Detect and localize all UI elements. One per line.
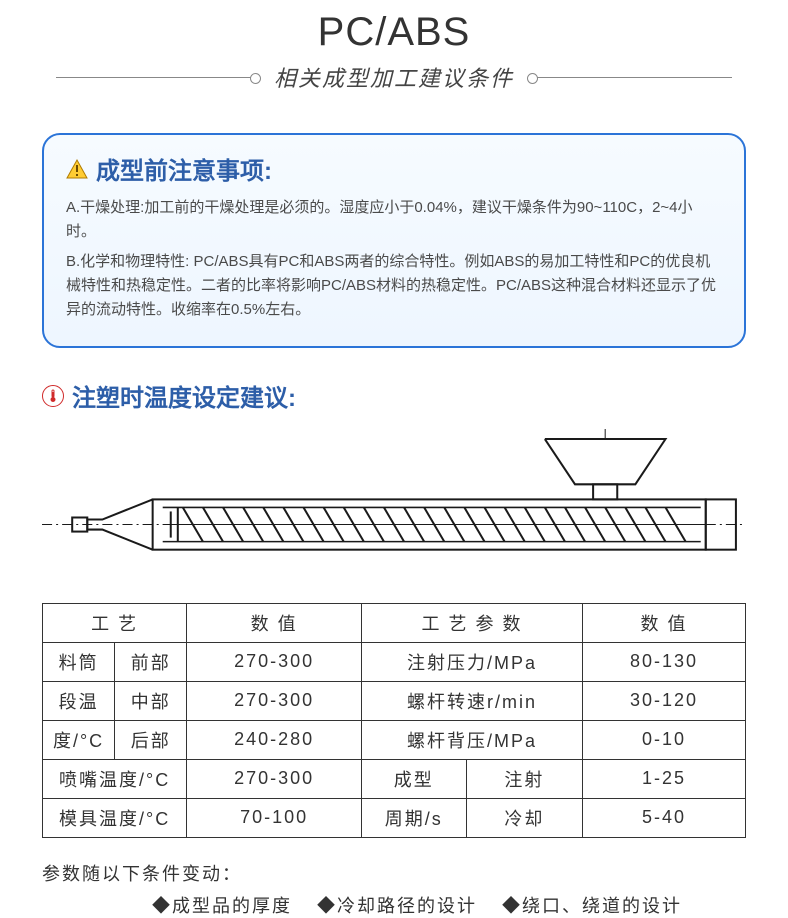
table-row: 喷嘴温度/°C 270-300 成型 注射 1-25 [43, 759, 746, 798]
table-row: 模具温度/°C 70-100 周期/s 冷却 5-40 [43, 798, 746, 837]
footer-line2: ◆成型品的厚度 ◆冷却路径的设计 ◆绕口、绕道的设计 [42, 892, 746, 918]
subtitle-row: 相关成型加工建议条件 [0, 61, 788, 93]
cell-screw-speed: 螺杆转速r/min [361, 681, 582, 720]
subtitle-text: 相关成型加工建议条件 [256, 61, 532, 93]
cell-v-screw-speed: 30-120 [583, 681, 746, 720]
cell-cycle-2: 周期/s [361, 798, 466, 837]
cell-barrel-3: 度/°C [43, 720, 115, 759]
cell-front: 前部 [115, 642, 187, 681]
notice-heading-text: 成型前注意事项: [96, 151, 272, 186]
table-row: 度/°C 后部 240-280 螺杆背压/MPa 0-10 [43, 720, 746, 759]
cell-barrel-1: 料筒 [43, 642, 115, 681]
section2-heading-text: 注塑时温度设定建议: [72, 378, 296, 413]
footer-line1: 参数随以下条件变动： [42, 860, 746, 886]
decor-line-right [532, 77, 732, 78]
cell-v-inject: 1-25 [583, 759, 746, 798]
footer-note: 参数随以下条件变动： ◆成型品的厚度 ◆冷却路径的设计 ◆绕口、绕道的设计 [42, 860, 746, 918]
th-process: 工 艺 [43, 603, 187, 642]
th-value1: 数 值 [187, 603, 362, 642]
section2-heading: 注塑时温度设定建议: [42, 378, 746, 413]
cell-v-mold: 70-100 [187, 798, 362, 837]
footer-diamond-2: ◆冷却路径的设计 [317, 896, 477, 916]
cell-v-rear: 240-280 [187, 720, 362, 759]
parameter-table: 工 艺 数 值 工 艺 参 数 数 值 料筒 前部 270-300 注射压力/M… [42, 603, 746, 838]
th-value2: 数 值 [583, 603, 746, 642]
table-row: 料筒 前部 270-300 注射压力/MPa 80-130 [43, 642, 746, 681]
footer-diamond-1: ◆成型品的厚度 [152, 896, 292, 916]
warning-icon [66, 158, 88, 180]
th-param: 工 艺 参 数 [361, 603, 582, 642]
page-header: PC/ABS 相关成型加工建议条件 [0, 0, 788, 93]
cell-cycle-1: 成型 [361, 759, 466, 798]
cell-v-inj-pressure: 80-130 [583, 642, 746, 681]
cell-mold: 模具温度/°C [43, 798, 187, 837]
cell-nozzle: 喷嘴温度/°C [43, 759, 187, 798]
cell-barrel-2: 段温 [43, 681, 115, 720]
cell-inj-pressure: 注射压力/MPa [361, 642, 582, 681]
cell-v-nozzle: 270-300 [187, 759, 362, 798]
thermometer-icon [42, 385, 64, 407]
footer-diamond-3: ◆绕口、绕道的设计 [502, 896, 682, 916]
notice-heading: 成型前注意事项: [66, 151, 722, 186]
notice-paragraph-a: A.干燥处理:加工前的干燥处理是必须的。湿度应小于0.04%，建议干燥条件为90… [66, 196, 722, 244]
decor-line-left [56, 77, 256, 78]
table-row: 段温 中部 270-300 螺杆转速r/min 30-120 [43, 681, 746, 720]
cell-inject: 注射 [466, 759, 582, 798]
cell-v-front: 270-300 [187, 642, 362, 681]
temperature-section: 注塑时温度设定建议: [42, 378, 746, 838]
screw-diagram [42, 429, 746, 580]
notice-paragraph-b: B.化学和物理特性: PC/ABS具有PC和ABS两者的综合特性。例如ABS的易… [66, 250, 722, 322]
table-header-row: 工 艺 数 值 工 艺 参 数 数 值 [43, 603, 746, 642]
cell-middle: 中部 [115, 681, 187, 720]
cell-back-pressure: 螺杆背压/MPa [361, 720, 582, 759]
cell-cool: 冷却 [466, 798, 582, 837]
notice-body: A.干燥处理:加工前的干燥处理是必须的。湿度应小于0.04%，建议干燥条件为90… [66, 196, 722, 322]
main-title: PC/ABS [0, 10, 788, 55]
cell-v-cool: 5-40 [583, 798, 746, 837]
cell-v-middle: 270-300 [187, 681, 362, 720]
cell-v-back-pressure: 0-10 [583, 720, 746, 759]
cell-rear: 后部 [115, 720, 187, 759]
notice-box: 成型前注意事项: A.干燥处理:加工前的干燥处理是必须的。湿度应小于0.04%，… [42, 133, 746, 348]
